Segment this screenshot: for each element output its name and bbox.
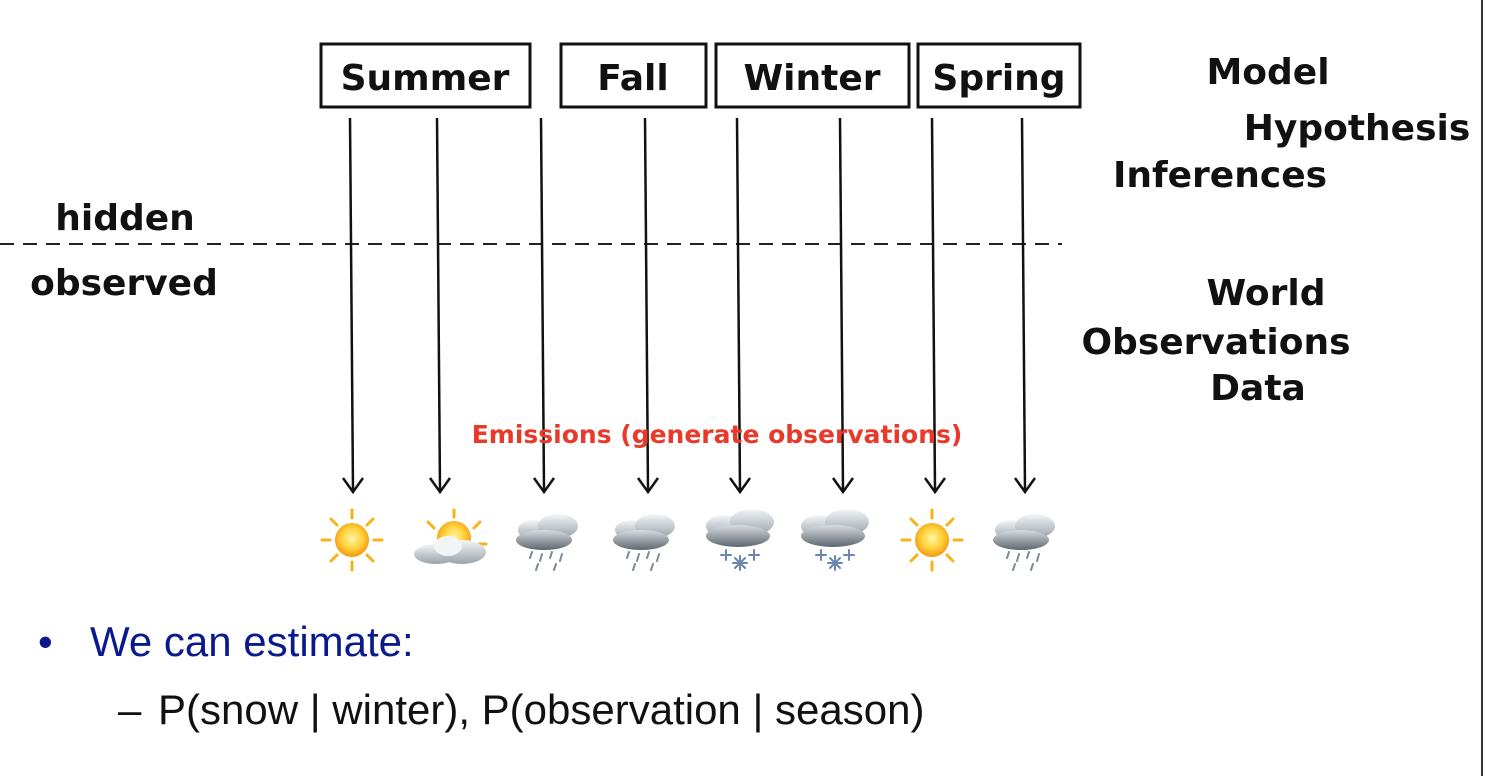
season-box-winter: Winter <box>714 42 911 109</box>
snow-icon <box>801 509 869 571</box>
season-box-fall: Fall <box>559 42 708 109</box>
model-label: Model <box>1206 52 1329 93</box>
sun-icon <box>900 508 964 572</box>
emission-arrow <box>428 117 452 495</box>
emission-arrow <box>532 117 556 495</box>
season-label: Summer <box>341 58 510 99</box>
slide-right-border <box>1481 0 1483 776</box>
observations-label: Observations <box>1081 322 1350 363</box>
rain-icon <box>516 514 578 571</box>
season-label: Fall <box>597 58 668 99</box>
season-label: Winter <box>743 58 880 99</box>
hypothesis-label: Hypothesis <box>1244 108 1471 149</box>
partly-cloudy-icon <box>414 508 488 564</box>
rain-icon <box>993 514 1055 571</box>
snow-icon <box>706 509 774 571</box>
emission-arrows <box>341 117 1037 495</box>
emission-arrow <box>728 117 752 495</box>
sub-bullet-text: P(snow | winter), P(observation | season… <box>158 686 925 733</box>
bullet-text: We can estimate: <box>90 618 414 665</box>
observed-label: observed <box>30 263 218 304</box>
emission-arrow <box>341 117 365 495</box>
sun-icon <box>320 508 384 572</box>
emission-arrow <box>831 117 855 495</box>
emissions-label: Emissions (generate observations) <box>472 420 963 449</box>
hmm-seasons-diagram: Summer Fall Winter Spring Model Hypothes… <box>0 42 1471 572</box>
emission-arrow <box>923 117 947 495</box>
season-box-summer: Summer <box>319 42 532 109</box>
inferences-label: Inferences <box>1113 155 1327 196</box>
data-label: Data <box>1210 368 1306 409</box>
emission-arrow <box>636 117 660 495</box>
hidden-label: hidden <box>55 198 195 239</box>
world-label: World <box>1206 273 1325 314</box>
emission-arrow <box>1013 117 1037 495</box>
season-box-spring: Spring <box>916 42 1082 109</box>
sub-bullet-marker: – <box>118 686 142 733</box>
bullet-marker: • <box>38 618 53 665</box>
season-label: Spring <box>932 58 1065 99</box>
rain-icon <box>613 514 675 571</box>
